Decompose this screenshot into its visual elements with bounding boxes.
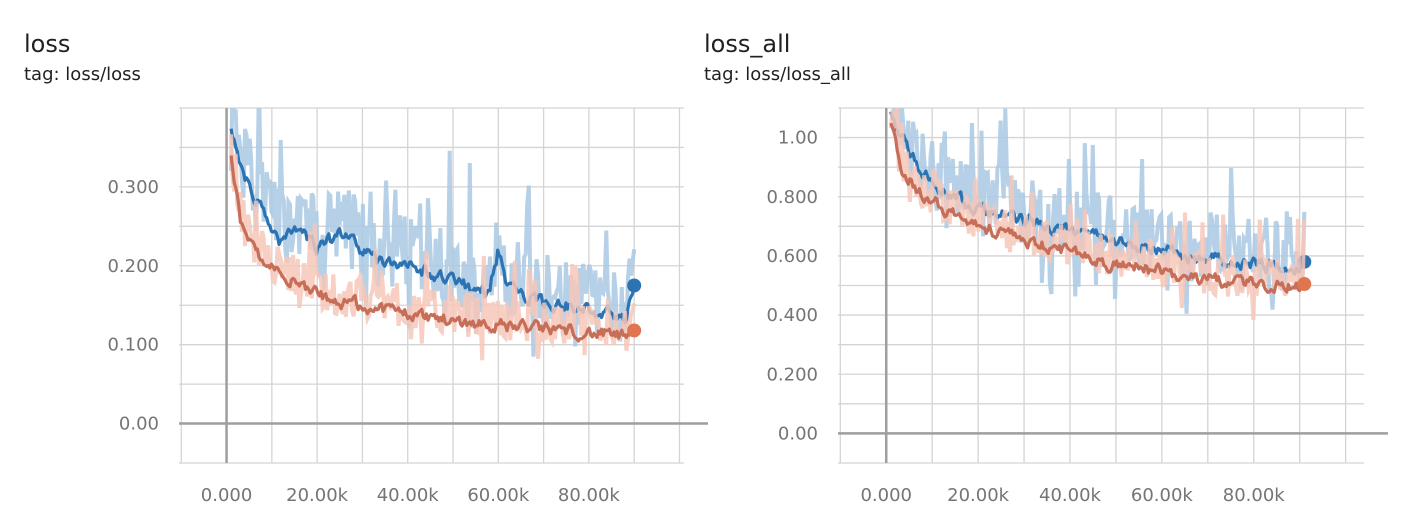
series-smoothed-line bbox=[889, 122, 1306, 294]
y-tick-label: 0.200 bbox=[107, 256, 159, 277]
x-tick-label: 20.00k bbox=[286, 485, 349, 506]
series-raw-line bbox=[888, 108, 1307, 321]
series-end-marker bbox=[1297, 277, 1312, 292]
y-tick-label: 0.200 bbox=[766, 364, 818, 385]
x-tick-label: 0.000 bbox=[860, 485, 912, 506]
x-tick-label: 60.00k bbox=[467, 485, 530, 506]
chart-subtitle: tag: loss/loss_all bbox=[704, 64, 851, 85]
x-tick-label: 40.00k bbox=[1039, 485, 1102, 506]
y-tick-label: 0.600 bbox=[766, 246, 818, 267]
series-smoothed-line bbox=[229, 155, 636, 343]
x-tick-label: 40.00k bbox=[377, 485, 440, 506]
series-end-marker bbox=[627, 323, 642, 338]
series-end-marker bbox=[627, 278, 642, 293]
chart-title: loss bbox=[24, 30, 71, 58]
y-tick-label: 0.300 bbox=[107, 177, 159, 198]
x-tick-label: 0.000 bbox=[201, 485, 253, 506]
series-group bbox=[229, 108, 637, 357]
series-group bbox=[888, 108, 1307, 321]
y-tick-label: 0.00 bbox=[119, 414, 159, 435]
x-tick-label: 20.00k bbox=[947, 485, 1010, 506]
y-tick-label: 0.00 bbox=[778, 423, 818, 444]
loss-chart[interactable]: 0.00 0.100 0.200 0.300 0.000 20.00k 40.00k 60.0… bbox=[24, 0, 708, 516]
y-tick-label: 0.800 bbox=[766, 187, 818, 208]
series-group bbox=[229, 134, 637, 361]
loss-all-chart[interactable]: 0.00 0.200 0.400 0.600 0.800 1.00 0.000 20.00k 4… bbox=[704, 0, 1404, 516]
series-smoothed-line bbox=[229, 128, 636, 325]
x-tick-label: 80.00k bbox=[1223, 485, 1286, 506]
y-tick-label: 1.00 bbox=[778, 128, 818, 149]
chart-title: loss_all bbox=[704, 30, 791, 58]
y-tick-label: 0.100 bbox=[107, 335, 159, 356]
y-tick-label: 0.400 bbox=[766, 305, 818, 326]
x-tick-label: 60.00k bbox=[1131, 485, 1194, 506]
x-tick-label: 80.00k bbox=[558, 485, 621, 506]
chart-subtitle: tag: loss/loss bbox=[24, 64, 141, 85]
series-raw-line bbox=[229, 134, 637, 361]
